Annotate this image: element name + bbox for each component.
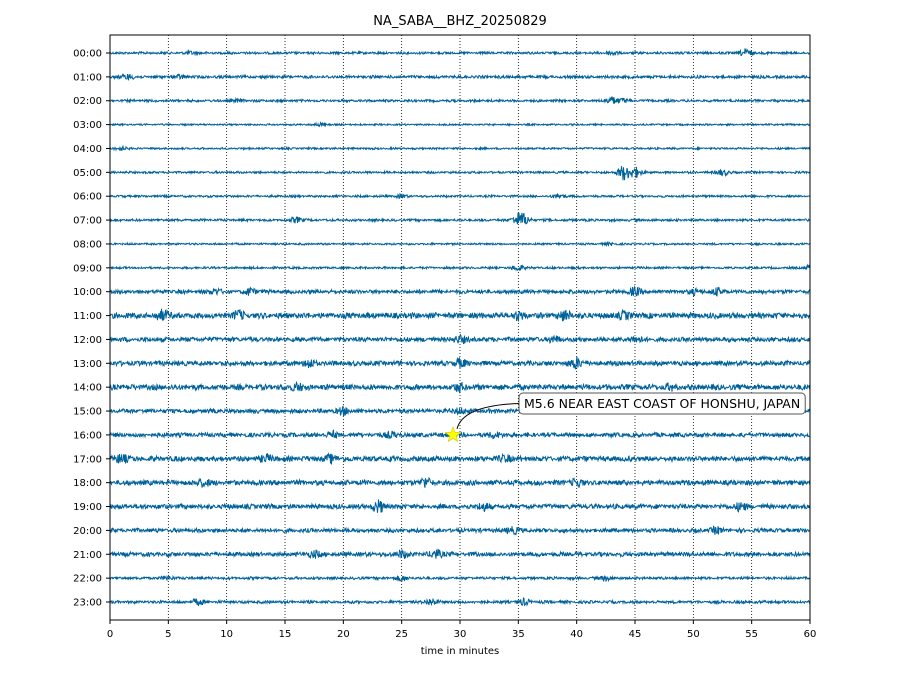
trace-line — [109, 166, 811, 181]
event-star-marker — [444, 426, 462, 443]
trace-line — [109, 597, 811, 607]
x-tick-label: 35 — [512, 629, 525, 640]
trace-line — [109, 96, 811, 105]
trace-line — [109, 144, 811, 152]
x-tick-label: 25 — [395, 629, 408, 640]
y-tick-label: 00:00 — [73, 49, 102, 60]
x-tick-label: 10 — [220, 629, 233, 640]
trace-line — [109, 380, 811, 394]
y-tick-label: 16:00 — [73, 430, 102, 441]
trace-line — [109, 212, 811, 225]
trace-line — [109, 284, 811, 297]
y-tick-label: 14:00 — [73, 383, 102, 394]
y-tick-label: 12:00 — [73, 335, 102, 346]
trace-line — [109, 429, 811, 440]
x-tick-label: 15 — [279, 629, 292, 640]
event-annotation: M5.6 NEAR EAST COAST OF HONSHU, JAPAN — [444, 392, 806, 443]
y-tick-label: 20:00 — [73, 526, 102, 537]
y-tick-label: 22:00 — [73, 574, 102, 585]
x-axis-ticks: 0 5 10 15 20 25 30 35 40 45 50 55 60 — [107, 620, 817, 640]
trace-line — [109, 477, 811, 488]
seismic-traces — [109, 48, 811, 607]
x-tick-label: 45 — [629, 629, 642, 640]
y-tick-label: 21:00 — [73, 550, 102, 561]
x-tick-label: 50 — [687, 629, 700, 640]
y-tick-label: 05:00 — [73, 168, 102, 179]
x-tick-label: 40 — [570, 629, 583, 640]
trace-line — [109, 121, 811, 128]
x-tick-label: 20 — [337, 629, 350, 640]
y-tick-label: 18:00 — [73, 478, 102, 489]
trace-line — [109, 356, 811, 370]
x-tick-label: 0 — [107, 629, 113, 640]
y-tick-label: 06:00 — [73, 192, 102, 203]
trace-line — [109, 499, 811, 513]
trace-line — [109, 263, 811, 272]
x-tick-label: 60 — [804, 629, 817, 640]
y-tick-label: 17:00 — [73, 454, 102, 465]
y-tick-label: 19:00 — [73, 502, 102, 513]
x-tick-label: 30 — [454, 629, 467, 640]
x-tick-label: 5 — [165, 629, 171, 640]
y-tick-label: 02:00 — [73, 96, 102, 107]
trace-line — [109, 240, 811, 248]
annotation-text: M5.6 NEAR EAST COAST OF HONSHU, JAPAN — [524, 396, 800, 411]
annotation-box — [518, 392, 806, 415]
y-tick-label: 09:00 — [73, 263, 102, 274]
annotation-arrow — [456, 403, 520, 430]
y-tick-label: 01:00 — [73, 72, 102, 83]
trace-line — [109, 308, 811, 322]
trace-line — [109, 48, 811, 57]
trace-line — [109, 73, 811, 81]
trace-line — [109, 525, 811, 536]
x-tick-label: 55 — [745, 629, 758, 640]
y-tick-label: 23:00 — [73, 598, 102, 609]
y-tick-label: 03:00 — [73, 120, 102, 131]
trace-line — [109, 333, 811, 345]
x-axis-label: time in minutes — [421, 646, 500, 657]
y-tick-label: 10:00 — [73, 287, 102, 298]
y-axis-ticks: 00:00 01:00 02:00 03:00 04:00 05:00 06:00 07:00… — [73, 49, 110, 609]
y-tick-label: 04:00 — [73, 144, 102, 155]
y-tick-label: 13:00 — [73, 359, 102, 370]
chart-title: NA_SABA__BHZ_20250829 — [373, 14, 547, 29]
trace-line — [109, 574, 811, 583]
y-tick-label: 07:00 — [73, 216, 102, 227]
y-tick-label: 15:00 — [73, 407, 102, 418]
y-tick-label: 11:00 — [73, 311, 102, 322]
y-tick-label: 08:00 — [73, 239, 102, 250]
trace-line — [109, 548, 811, 560]
trace-line — [109, 192, 811, 200]
trace-line — [109, 451, 811, 465]
